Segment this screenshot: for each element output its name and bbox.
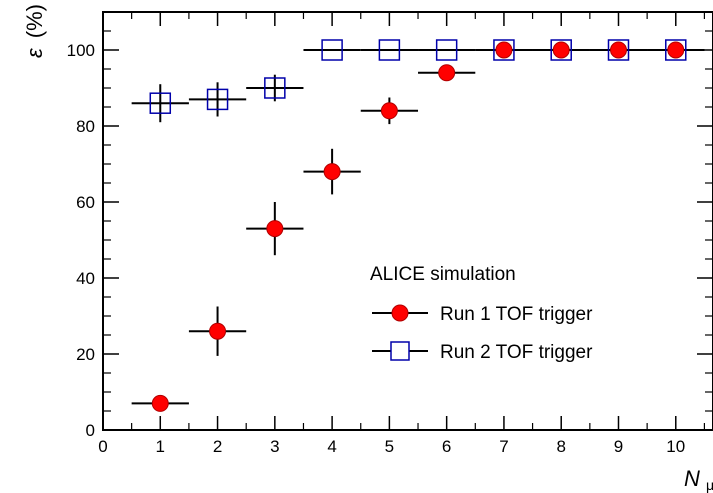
- legend-run2-marker: [390, 341, 410, 361]
- plot-frame: [102, 11, 713, 431]
- run1-point: [438, 64, 456, 82]
- x-axis-title: N μ: [684, 466, 713, 493]
- run2-point: [378, 39, 401, 61]
- run2-point: [550, 39, 572, 61]
- run2-point: [435, 39, 458, 61]
- run2-point: [493, 39, 515, 61]
- run2-point: [607, 39, 630, 61]
- y-tick-label: 40: [76, 269, 95, 288]
- plot-area-border: [102, 11, 713, 431]
- legend-header: ALICE simulation: [370, 264, 516, 285]
- y-tick-label: 60: [76, 193, 95, 212]
- y-axis-ticks: 0 20 40 60 80 100: [67, 11, 713, 440]
- run1-point: [552, 41, 570, 59]
- run2-point: [321, 39, 343, 61]
- run2-point: [149, 92, 172, 114]
- x-tick-label: 0: [98, 437, 107, 456]
- y-axis-title: ε (%): [22, 4, 47, 58]
- x-tick-label: 9: [614, 437, 623, 456]
- x-tick-label: 7: [499, 437, 508, 456]
- series-2-markers: [149, 39, 687, 114]
- run2-point: [665, 39, 687, 61]
- legend-run1-marker: [391, 304, 409, 322]
- y-tick-label: 20: [76, 345, 95, 364]
- x-tick-label: 6: [442, 437, 451, 456]
- x-tick-label: 3: [270, 437, 279, 456]
- run2-point: [206, 88, 229, 111]
- legend-run1-label: Run 1 TOF trigger: [440, 304, 593, 325]
- run1-point: [209, 322, 227, 340]
- series-1-markers: [151, 41, 685, 412]
- legend: ALICE simulation Run 1 TOF trigger Run 2…: [370, 264, 593, 363]
- x-tick-label: 5: [385, 437, 394, 456]
- y-tick-label: 0: [86, 421, 95, 440]
- run1-point: [495, 41, 513, 59]
- legend-run2-label: Run 2 TOF trigger: [440, 342, 593, 363]
- series-2-errors: [131, 49, 705, 123]
- data-series: [131, 39, 705, 412]
- run1-point: [667, 41, 685, 59]
- run1-point: [151, 394, 169, 412]
- run1-point: [609, 41, 627, 59]
- y-tick-label: 100: [67, 41, 95, 60]
- x-tick-label: 2: [213, 437, 222, 456]
- run1-point: [323, 163, 341, 181]
- y-tick-label: 80: [76, 117, 95, 136]
- x-tick-label: 4: [327, 437, 336, 456]
- run1-point: [380, 102, 398, 120]
- run1-point: [266, 220, 284, 238]
- x-tick-label: 8: [556, 437, 565, 456]
- x-axis-ticks: 0 1 2 3 4 5 6 7 8 9 10: [98, 12, 706, 456]
- x-tick-label: 10: [666, 437, 685, 456]
- run2-point: [264, 77, 286, 99]
- x-tick-label: 1: [156, 437, 165, 456]
